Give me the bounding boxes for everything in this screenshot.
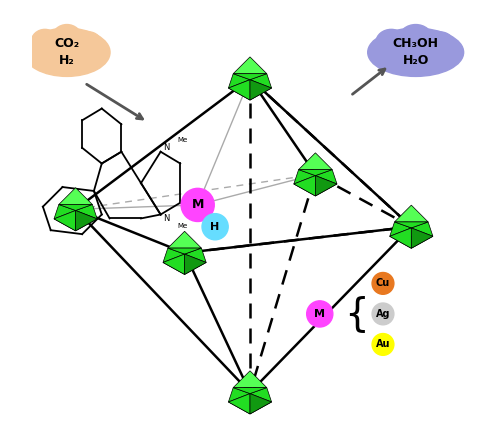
- Polygon shape: [412, 228, 433, 248]
- Polygon shape: [228, 388, 250, 402]
- Polygon shape: [250, 394, 272, 414]
- Text: CH₃OH
H₂O: CH₃OH H₂O: [392, 37, 438, 67]
- Circle shape: [372, 334, 394, 355]
- Ellipse shape: [426, 32, 454, 56]
- Text: {: {: [344, 295, 369, 333]
- Polygon shape: [54, 219, 97, 231]
- Polygon shape: [228, 402, 272, 414]
- Polygon shape: [76, 211, 97, 231]
- Polygon shape: [59, 187, 92, 204]
- Ellipse shape: [31, 29, 58, 55]
- Polygon shape: [390, 222, 411, 236]
- Polygon shape: [59, 204, 92, 211]
- Circle shape: [202, 214, 228, 240]
- Polygon shape: [250, 74, 272, 88]
- Ellipse shape: [24, 28, 110, 76]
- Polygon shape: [228, 88, 272, 100]
- Polygon shape: [163, 262, 206, 275]
- Polygon shape: [294, 184, 337, 196]
- Ellipse shape: [26, 41, 49, 62]
- Text: Cu: Cu: [376, 279, 390, 288]
- Text: M: M: [314, 309, 326, 319]
- Polygon shape: [390, 228, 411, 248]
- Text: Au: Au: [376, 340, 390, 349]
- Polygon shape: [250, 388, 272, 402]
- Polygon shape: [394, 222, 428, 228]
- Ellipse shape: [399, 24, 432, 52]
- Polygon shape: [228, 394, 250, 414]
- Polygon shape: [316, 176, 337, 196]
- Polygon shape: [316, 170, 337, 184]
- Polygon shape: [168, 248, 202, 254]
- Polygon shape: [390, 236, 433, 248]
- Polygon shape: [233, 74, 267, 80]
- Polygon shape: [184, 248, 206, 262]
- Polygon shape: [298, 170, 332, 176]
- Circle shape: [372, 303, 394, 325]
- Polygon shape: [168, 231, 202, 248]
- Ellipse shape: [85, 41, 108, 63]
- Circle shape: [181, 188, 214, 221]
- Polygon shape: [233, 57, 267, 74]
- Ellipse shape: [76, 32, 102, 56]
- Text: M: M: [192, 198, 204, 211]
- Ellipse shape: [370, 41, 396, 62]
- Polygon shape: [163, 248, 184, 262]
- Polygon shape: [54, 211, 76, 231]
- Polygon shape: [184, 254, 206, 275]
- Polygon shape: [163, 254, 184, 275]
- Ellipse shape: [436, 41, 462, 63]
- Text: Me: Me: [177, 137, 188, 143]
- Ellipse shape: [52, 24, 82, 52]
- Circle shape: [372, 272, 394, 294]
- Polygon shape: [233, 388, 267, 394]
- Text: Me: Me: [177, 223, 188, 229]
- Polygon shape: [294, 170, 316, 184]
- Ellipse shape: [368, 28, 464, 76]
- Polygon shape: [412, 222, 433, 236]
- Text: Ag: Ag: [376, 309, 390, 319]
- Polygon shape: [250, 80, 272, 100]
- Text: N: N: [164, 143, 170, 152]
- Text: H: H: [210, 222, 220, 232]
- Ellipse shape: [376, 29, 406, 55]
- Circle shape: [306, 301, 333, 327]
- Polygon shape: [76, 204, 97, 219]
- Text: N: N: [164, 214, 170, 223]
- Polygon shape: [394, 205, 428, 222]
- Polygon shape: [233, 371, 267, 388]
- Text: CO₂
H₂: CO₂ H₂: [54, 37, 80, 67]
- Polygon shape: [228, 74, 250, 88]
- Polygon shape: [298, 153, 332, 170]
- Polygon shape: [54, 204, 76, 219]
- Polygon shape: [294, 176, 316, 196]
- Polygon shape: [228, 80, 250, 100]
